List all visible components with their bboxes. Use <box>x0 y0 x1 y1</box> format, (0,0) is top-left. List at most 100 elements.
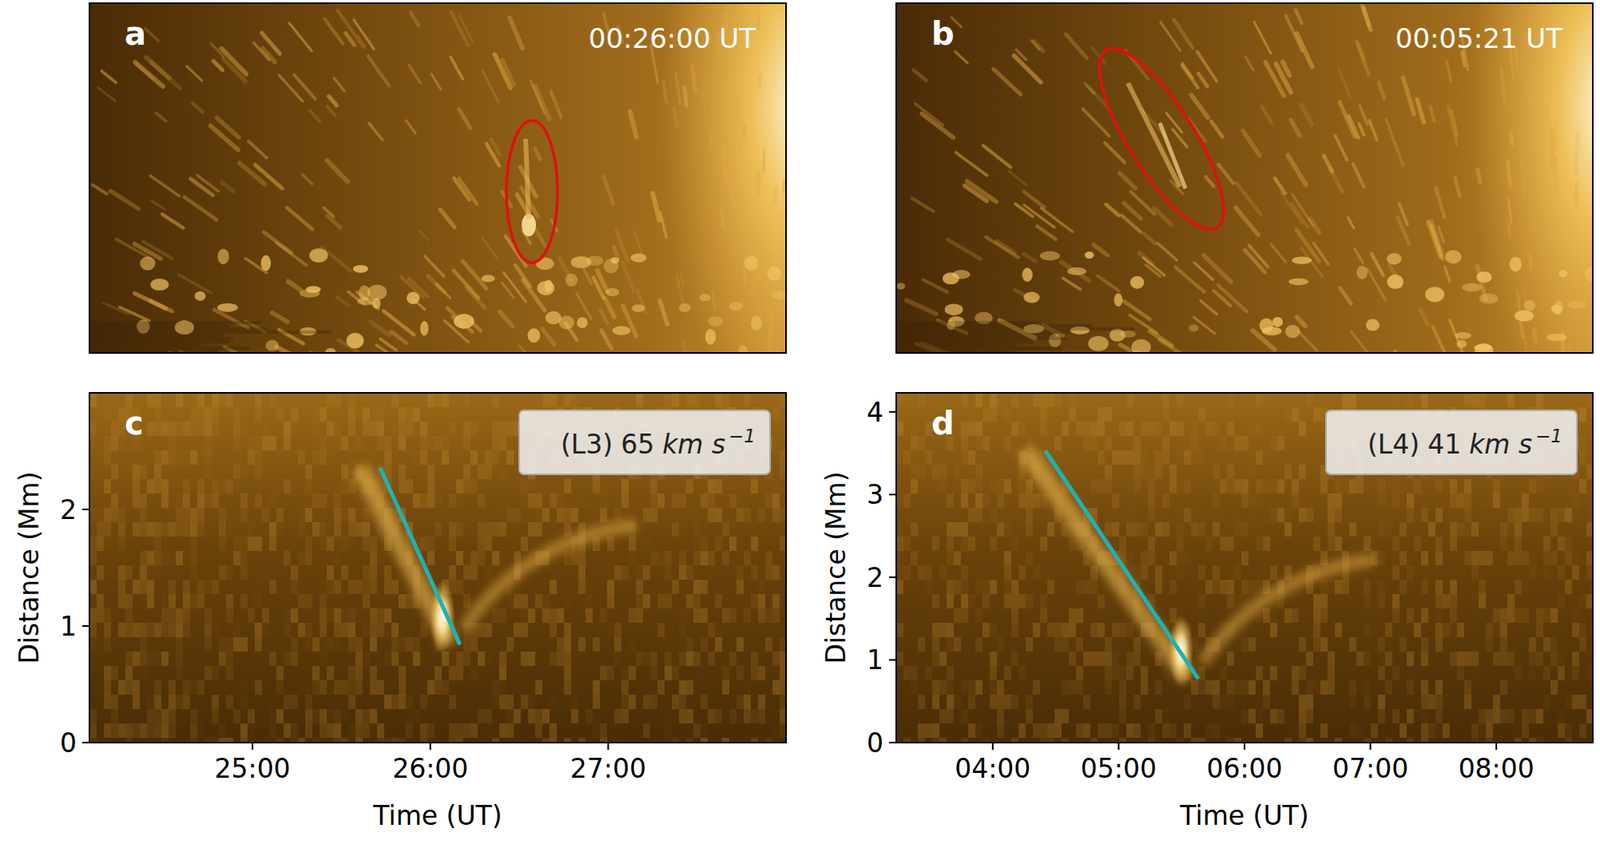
texture-pixel <box>290 421 298 437</box>
texture-pixel <box>1025 594 1033 609</box>
texture-pixel <box>1018 479 1026 494</box>
texture-pixel <box>932 680 940 695</box>
texture-pixel <box>297 594 306 609</box>
texture-pixel <box>722 551 730 566</box>
texture-streak <box>1454 177 1460 197</box>
texture-pixel <box>427 551 435 566</box>
texture-pixel <box>592 637 600 652</box>
texture-pixel <box>1068 393 1076 408</box>
bright-spot <box>429 580 456 653</box>
texture-shade <box>89 321 261 325</box>
texture-pixel <box>896 623 904 638</box>
texture-streak <box>922 279 948 292</box>
texture-pixel <box>779 709 787 724</box>
texture-pixel <box>355 436 363 451</box>
texture-pixel <box>750 594 759 609</box>
texture-pixel <box>736 579 744 595</box>
texture-blob <box>194 291 207 302</box>
texture-pixel <box>1054 723 1062 739</box>
texture-pixel <box>456 522 464 537</box>
texture-pixel <box>896 551 904 566</box>
texture-pixel <box>528 651 536 667</box>
texture-streak <box>263 232 292 254</box>
texture-pixel <box>1025 709 1033 724</box>
texture-pixel <box>283 623 291 638</box>
texture-pixel <box>1032 493 1041 509</box>
texture-pixel <box>592 393 600 408</box>
texture-pixel <box>939 680 947 695</box>
texture-pixel <box>714 637 723 652</box>
texture-blob <box>630 253 647 263</box>
texture-pixel <box>233 709 241 724</box>
texture-pixel <box>903 522 911 537</box>
texture-pixel <box>758 694 766 710</box>
texture-pixel <box>499 421 507 437</box>
texture-streak <box>519 345 530 354</box>
texture-streak <box>1194 262 1213 281</box>
texture-pixel <box>456 666 464 681</box>
texture-shade <box>89 340 231 344</box>
texture-streak <box>1358 43 1365 60</box>
texture-streak <box>1526 77 1529 100</box>
texture-pixel <box>384 623 392 638</box>
texture-pixel <box>960 436 969 451</box>
texture-pixel <box>377 551 385 566</box>
texture-pixel <box>765 493 773 509</box>
texture-pixel <box>448 666 457 681</box>
texture-streak <box>1290 119 1300 135</box>
texture-streak <box>197 175 219 192</box>
texture-pixel <box>700 536 708 552</box>
texture-blob <box>1131 339 1151 354</box>
texture-pixel <box>427 680 435 695</box>
texture-pixel <box>247 436 255 451</box>
texture-pixel <box>305 637 313 652</box>
texture-streak <box>1295 9 1302 24</box>
texture-pixel <box>463 637 471 652</box>
texture-pixel <box>592 479 600 494</box>
texture-blob <box>1114 293 1124 307</box>
texture-pixel <box>671 493 679 509</box>
texture-blob <box>678 303 691 313</box>
texture-blob <box>1262 326 1283 336</box>
texture-pixel <box>628 694 636 710</box>
texture-pixel <box>722 608 730 624</box>
texture-streak <box>622 262 634 292</box>
texture-pixel <box>197 579 205 595</box>
texture-pixel <box>729 536 737 552</box>
texture-pixel <box>750 709 759 724</box>
texture-pixel <box>650 651 658 667</box>
texture-streak <box>1024 254 1036 262</box>
texture-pixel <box>111 694 119 710</box>
texture-pixel <box>362 565 370 580</box>
texture-pixel <box>111 723 119 739</box>
texture-streak <box>742 124 747 137</box>
texture-pixel <box>1068 680 1076 695</box>
texture-pixel <box>89 536 97 552</box>
texture-pixel <box>535 508 543 523</box>
texture-pixel <box>190 407 198 422</box>
texture-blob <box>1386 253 1402 265</box>
texture-pixel <box>1119 450 1127 465</box>
texture-streak <box>505 236 526 267</box>
texture-pixel <box>678 694 687 710</box>
texture-streak <box>333 78 345 92</box>
texture-streak <box>119 307 150 322</box>
texture-pixel <box>146 579 155 595</box>
texture-pixel <box>305 694 313 710</box>
texture-pixel <box>154 709 162 724</box>
texture-blob <box>1272 317 1283 328</box>
texture-pixel <box>168 450 176 465</box>
texture-streak <box>652 193 660 221</box>
texture-pixel <box>348 623 356 638</box>
texture-blob <box>576 317 588 329</box>
texture-pixel <box>657 594 665 609</box>
texture-pixel <box>319 579 327 595</box>
texture-streak <box>1281 192 1303 223</box>
texture-pixel <box>917 723 926 739</box>
texture-pixel <box>578 579 586 595</box>
texture-streak <box>1106 204 1120 216</box>
texture-pixel <box>348 407 356 422</box>
texture-blob <box>217 248 229 265</box>
texture-pixel <box>1018 493 1026 509</box>
texture-pixel <box>520 623 529 638</box>
